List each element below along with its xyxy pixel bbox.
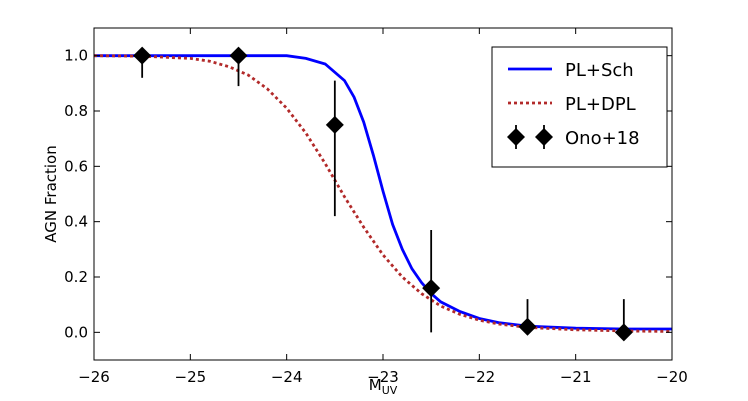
- y-tick-label: 1.0: [64, 47, 88, 65]
- series-line-pl-sch: [94, 54, 672, 331]
- legend-label-pl-sch: PL+Sch: [565, 60, 634, 81]
- legend-label-pl-dpl: PL+DPL: [565, 94, 636, 115]
- legend: PL+Sch PL+DPL Ono+18: [491, 46, 668, 168]
- legend-marker-diamond: [535, 128, 553, 146]
- data-point-diamond: [325, 115, 344, 134]
- y-tick-label: 0.0: [64, 323, 88, 341]
- x-tick-label: −20: [656, 368, 688, 386]
- data-point-diamond: [229, 46, 248, 65]
- x-axis-label: MUV: [369, 376, 398, 397]
- x-tick-label: −26: [78, 368, 110, 386]
- data-point-diamond: [133, 46, 152, 65]
- x-tick-label: −24: [271, 368, 303, 386]
- series-line-pl-dpl: [93, 54, 673, 333]
- data-point-diamond: [614, 323, 633, 342]
- x-axis-label-sub: UV: [382, 384, 398, 397]
- x-tick-label: −23: [367, 368, 399, 386]
- x-axis-label-main: M: [369, 376, 382, 394]
- y-tick-label: 0.6: [64, 157, 88, 175]
- x-tick-label: −21: [560, 368, 592, 386]
- y-axis-label: AGN Fraction: [42, 145, 60, 243]
- data-point-diamond: [518, 317, 537, 336]
- legend-marker-diamond: [507, 128, 525, 146]
- y-tick-label: 0.8: [64, 102, 88, 120]
- x-tick-label: −25: [175, 368, 207, 386]
- y-tick-label: 0.4: [64, 213, 88, 231]
- legend-label-ono-18: Ono+18: [565, 128, 640, 149]
- data-point-diamond: [422, 279, 441, 298]
- y-tick-label: 0.2: [64, 268, 88, 286]
- x-tick-label: −22: [464, 368, 496, 386]
- legend-box: [491, 46, 668, 168]
